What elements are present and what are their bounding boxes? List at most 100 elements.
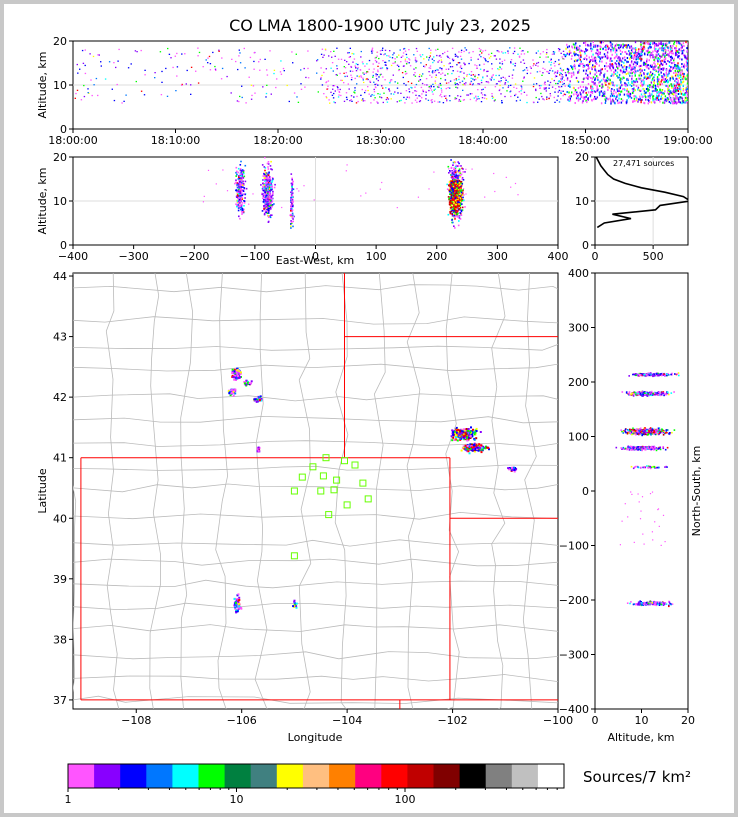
- source-point: [282, 67, 285, 70]
- source-point: [669, 48, 672, 51]
- source-point: [346, 75, 348, 77]
- source-point: [675, 97, 677, 100]
- source-point: [662, 68, 664, 71]
- source-point: [228, 392, 231, 395]
- source-point: [246, 381, 249, 384]
- source-point: [675, 45, 678, 48]
- source-point: [634, 66, 636, 69]
- source-point: [567, 85, 570, 87]
- source-point: [361, 99, 363, 101]
- county-border: [334, 273, 349, 709]
- source-point: [457, 186, 459, 189]
- source-point: [362, 77, 364, 79]
- source-point: [385, 98, 388, 101]
- source-point: [463, 83, 466, 85]
- source-point: [631, 68, 633, 71]
- source-point: [686, 65, 688, 68]
- source-point: [668, 95, 671, 98]
- source-point: [269, 199, 272, 202]
- source-point: [667, 49, 670, 52]
- source-point: [653, 76, 655, 79]
- source-point: [472, 431, 475, 434]
- source-point: [570, 65, 572, 67]
- source-point: [290, 225, 292, 227]
- source-point: [558, 89, 561, 92]
- ew-altitude-xlabel: East-West, km: [276, 254, 354, 267]
- source-point: [616, 94, 619, 97]
- source-point: [656, 76, 659, 79]
- source-point: [683, 75, 685, 78]
- source-point: [460, 58, 463, 60]
- source-point: [360, 56, 362, 58]
- source-point: [616, 65, 618, 68]
- source-point: [634, 89, 636, 92]
- source-point: [336, 68, 338, 70]
- source-point: [462, 196, 464, 199]
- source-point: [657, 53, 660, 56]
- source-point: [464, 64, 466, 66]
- source-point: [454, 207, 456, 209]
- source-point: [269, 204, 271, 206]
- source-point: [579, 91, 581, 94]
- source-point: [154, 77, 156, 79]
- source-point: [343, 82, 345, 84]
- source-point: [466, 429, 469, 432]
- source-point: [487, 81, 489, 83]
- source-point: [452, 188, 455, 191]
- source-point: [240, 180, 242, 183]
- ew-axis-tick-label: 0: [312, 250, 319, 263]
- source-point: [400, 92, 402, 94]
- source-point: [456, 174, 458, 177]
- source-point: [491, 75, 493, 77]
- source-point: [657, 57, 659, 60]
- source-point: [607, 86, 609, 89]
- source-point: [606, 76, 609, 79]
- source-point: [586, 87, 588, 90]
- source-point: [586, 101, 588, 104]
- source-point: [368, 59, 371, 62]
- source-point: [461, 167, 463, 170]
- source-point: [363, 73, 365, 75]
- source-point: [240, 177, 242, 179]
- source-point: [367, 89, 369, 92]
- source-point: [430, 52, 432, 54]
- source-point: [449, 206, 452, 209]
- source-point: [681, 92, 684, 95]
- source-point: [406, 56, 408, 59]
- source-point: [629, 64, 631, 67]
- source-point: [268, 200, 271, 203]
- source-point: [440, 56, 442, 58]
- source-point: [631, 72, 633, 75]
- source-point: [628, 65, 630, 68]
- source-point: [457, 430, 460, 433]
- source-point: [504, 95, 506, 98]
- source-point: [272, 192, 274, 195]
- source-point: [576, 47, 578, 50]
- source-point: [428, 71, 430, 73]
- source-point: [379, 188, 381, 190]
- source-point: [355, 102, 358, 104]
- source-point: [402, 76, 404, 79]
- source-point: [622, 43, 624, 46]
- source-point: [560, 85, 563, 88]
- source-point: [448, 189, 450, 192]
- source-point: [645, 62, 648, 65]
- source-point: [104, 78, 107, 80]
- source-point: [254, 92, 256, 94]
- source-point: [236, 367, 239, 370]
- source-point: [406, 72, 408, 75]
- source-point: [378, 62, 380, 64]
- source-point: [239, 202, 241, 204]
- source-point: [484, 447, 487, 450]
- source-point: [454, 196, 457, 198]
- source-point: [580, 62, 582, 65]
- source-point: [625, 101, 628, 104]
- source-point: [559, 86, 561, 88]
- source-point: [610, 89, 612, 92]
- source-point: [675, 87, 678, 90]
- source-point: [603, 75, 605, 78]
- source-point: [484, 58, 486, 60]
- source-point: [267, 200, 269, 202]
- source-point: [618, 73, 621, 76]
